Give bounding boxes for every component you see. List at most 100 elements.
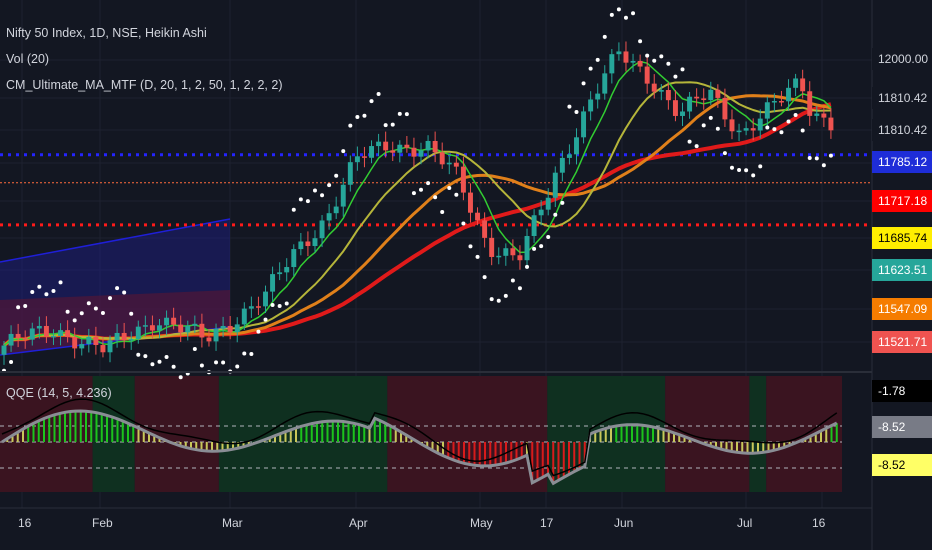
psar-dot xyxy=(517,286,522,291)
price-tag: 11623.51 xyxy=(872,259,932,281)
candle-body xyxy=(482,220,488,238)
indicator-legend[interactable]: CM_Ultimate_MA_MTF (D, 20, 1, 2, 50, 1, … xyxy=(6,78,283,92)
psar-dot xyxy=(277,304,282,309)
candle-body xyxy=(319,220,325,239)
qqe-zone xyxy=(749,376,767,492)
psar-dot xyxy=(631,11,636,16)
qqe-zone-backgrounds xyxy=(0,376,842,492)
candle-body xyxy=(680,111,685,116)
psar-dot xyxy=(143,354,148,359)
psar-dot xyxy=(786,119,791,124)
psar-dot xyxy=(574,110,579,115)
candle-body xyxy=(291,249,297,268)
psar-dot xyxy=(708,115,713,120)
candle-body xyxy=(347,162,353,185)
qqe-legend[interactable]: QQE (14, 5, 4.236) xyxy=(6,386,112,400)
psar-dot xyxy=(383,123,388,128)
candle-body xyxy=(234,324,240,333)
candle-body xyxy=(100,345,106,353)
candle-body xyxy=(432,140,438,153)
psar-dot xyxy=(468,244,473,249)
candle-body xyxy=(121,332,127,341)
psar-dot xyxy=(192,347,197,352)
candle-body xyxy=(192,323,198,326)
candle-body xyxy=(793,78,799,88)
price-tag: 11810.42 xyxy=(872,119,932,141)
psar-dot xyxy=(560,200,565,205)
psar-dot xyxy=(751,173,756,178)
candle-body xyxy=(277,272,283,275)
symbol-legend[interactable]: Nifty 50 Index, 1D, NSE, Heikin Ashi xyxy=(6,26,207,40)
psar-dot xyxy=(729,165,734,170)
psar-dot xyxy=(263,317,268,322)
candle-body xyxy=(460,166,466,193)
parabolic-sar-dots xyxy=(2,7,833,380)
psar-dot xyxy=(539,244,544,249)
psar-dot xyxy=(284,301,289,306)
candle-body xyxy=(411,147,417,157)
candle-body xyxy=(369,146,374,158)
candle-body xyxy=(29,328,35,340)
psar-dot xyxy=(312,188,317,193)
candle-body xyxy=(630,60,636,63)
candle-body xyxy=(361,156,367,158)
psar-dot xyxy=(553,212,558,217)
psar-dot xyxy=(362,113,367,118)
candle-body xyxy=(333,206,339,214)
candle-body xyxy=(354,156,360,163)
qqe-rsi-line xyxy=(1,409,838,486)
candle-body xyxy=(270,274,276,292)
psar-dot xyxy=(30,289,35,294)
price-tag: 11547.09 xyxy=(872,298,932,320)
psar-dot xyxy=(440,210,445,215)
candle-body xyxy=(524,236,530,261)
psar-dot xyxy=(744,168,749,173)
psar-dot xyxy=(673,74,678,79)
time-tick-label: 16 xyxy=(18,516,32,530)
volume-legend[interactable]: Vol (20) xyxy=(6,52,50,66)
candle-body xyxy=(390,150,396,153)
psar-dot xyxy=(341,149,346,154)
candle-body xyxy=(609,54,615,74)
psar-dot xyxy=(821,163,826,168)
candle-body xyxy=(538,209,544,216)
candle-body xyxy=(517,255,523,261)
psar-dot xyxy=(51,289,56,294)
psar-dot xyxy=(623,15,628,20)
candle-body xyxy=(503,248,509,256)
candle-body xyxy=(149,325,155,331)
psar-dot xyxy=(150,362,155,367)
candle-body xyxy=(828,117,834,131)
candle-body xyxy=(439,152,445,165)
qqe-value-tag: -1.78 xyxy=(872,380,932,402)
psar-dot xyxy=(100,310,105,315)
candle-body xyxy=(446,162,452,165)
price-tag: 11810.42 xyxy=(872,87,932,109)
psar-dot xyxy=(411,191,416,196)
psar-dot xyxy=(701,123,706,128)
candle-body xyxy=(227,325,233,333)
psar-dot xyxy=(108,296,113,301)
candle-body xyxy=(312,238,318,247)
time-tick-label: Jun xyxy=(614,516,634,530)
psar-dot xyxy=(37,284,42,289)
candle-body xyxy=(743,128,749,131)
psar-dot xyxy=(348,123,353,128)
psar-dot xyxy=(525,264,530,269)
psar-dot xyxy=(16,305,21,310)
psar-dot xyxy=(616,7,621,12)
psar-dot xyxy=(680,67,685,72)
psar-dot xyxy=(503,293,508,298)
candle-body xyxy=(425,140,431,151)
psar-dot xyxy=(715,126,720,131)
candle-body xyxy=(701,98,707,101)
price-tag: 11717.18 xyxy=(872,190,932,212)
candle-body xyxy=(107,340,113,353)
psar-dot xyxy=(638,39,643,44)
candle-body xyxy=(595,93,601,100)
time-tick-label: Feb xyxy=(92,516,113,530)
psar-dot xyxy=(489,297,494,302)
candle-body xyxy=(178,324,184,333)
candle-body xyxy=(468,192,473,213)
